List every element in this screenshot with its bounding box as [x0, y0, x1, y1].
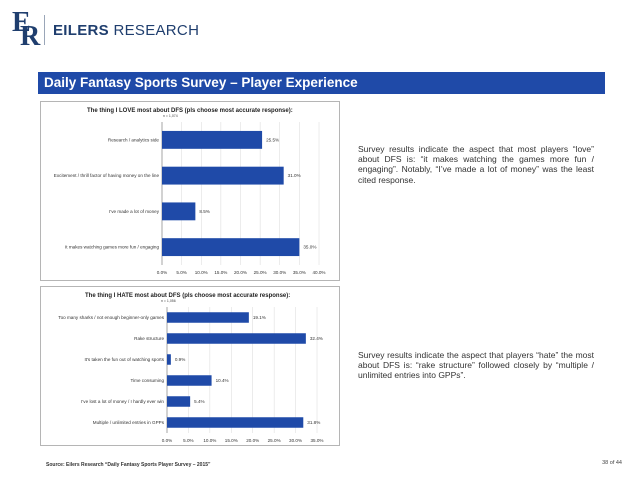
x-tick-label: 20.0% [234, 270, 247, 275]
category-label: I've made a lot of money [109, 209, 160, 214]
bar [167, 375, 212, 386]
data-label: 25.5% [266, 137, 279, 142]
brand-name: EILERS RESEARCH [53, 22, 199, 39]
love-summary-text: Survey results indicate the aspect that … [358, 144, 594, 185]
bar [162, 166, 284, 185]
chart-title: The thing I HATE most about DFS (pls cho… [85, 293, 290, 299]
x-tick-label: 35.0% [310, 438, 323, 443]
data-label: 8.5% [199, 209, 209, 214]
chart-title: The thing I LOVE most about DFS (pls cho… [87, 108, 293, 114]
data-label: 10.4% [216, 378, 229, 383]
category-label: Research / analytics side [108, 137, 160, 142]
category-label: Rake structure [134, 336, 164, 341]
bar [162, 202, 196, 221]
bar [167, 396, 191, 407]
category-label: I've lost a lot of money / I hardly ever… [81, 399, 164, 404]
category-label: Excitement / thrill factor of having mon… [54, 173, 160, 178]
x-tick-label: 0.0% [157, 270, 167, 275]
x-tick-label: 40.0% [312, 270, 325, 275]
x-tick-label: 25.0% [254, 270, 267, 275]
page-number: 38 of 44 [602, 460, 622, 466]
category-label: Multiple / unlimited entries in GPPs [93, 420, 165, 425]
chart-subtitle: n = 1,074 [163, 114, 178, 118]
x-tick-label: 5.0% [176, 270, 186, 275]
category-label: It makes watching games more fun / engag… [65, 245, 159, 250]
chart-subtitle: n = 1,056 [161, 299, 176, 303]
x-tick-label: 30.0% [289, 438, 302, 443]
x-tick-label: 35.0% [293, 270, 306, 275]
x-tick-label: 20.0% [246, 438, 259, 443]
data-label: 35.0% [303, 245, 316, 250]
category-label: It's taken the fun out of watching sport… [84, 357, 164, 362]
category-label: Time consuming [130, 378, 164, 383]
love-chart: The thing I LOVE most about DFS (pls cho… [40, 101, 340, 281]
hate-chart: The thing I HATE most about DFS (pls cho… [40, 286, 340, 446]
love-chart-svg: The thing I LOVE most about DFS (pls cho… [54, 108, 326, 275]
source-note: Source: Eilers Research “Daily Fantasy S… [46, 462, 211, 468]
bar [162, 130, 263, 149]
bar [167, 417, 304, 428]
data-label: 19.1% [253, 315, 266, 320]
slide-title: Daily Fantasy Sports Survey – Player Exp… [38, 72, 605, 94]
data-label: 31.0% [288, 173, 301, 178]
bar [162, 238, 300, 257]
brand-name-bold: EILERS [53, 21, 109, 39]
hate-summary-text: Survey results indicate the aspect that … [358, 350, 594, 381]
data-label: 32.4% [310, 336, 323, 341]
hate-chart-svg: The thing I HATE most about DFS (pls cho… [58, 293, 323, 443]
bar [167, 312, 249, 323]
x-tick-label: 0.0% [162, 438, 172, 443]
bar [167, 354, 171, 365]
logo-divider [44, 15, 45, 45]
x-tick-label: 10.0% [195, 270, 208, 275]
x-tick-label: 30.0% [273, 270, 286, 275]
brand-name-rest: RESEARCH [108, 21, 200, 39]
x-tick-label: 15.0% [225, 438, 238, 443]
data-label: 31.8% [307, 420, 320, 425]
x-tick-label: 25.0% [268, 438, 281, 443]
x-tick-label: 15.0% [214, 270, 227, 275]
x-tick-label: 10.0% [203, 438, 216, 443]
bar [167, 333, 306, 344]
data-label: 0.9% [175, 357, 185, 362]
data-label: 5.4% [194, 399, 204, 404]
x-tick-label: 5.0% [183, 438, 193, 443]
category-label: Too many sharks / not enough beginner-on… [58, 315, 164, 320]
